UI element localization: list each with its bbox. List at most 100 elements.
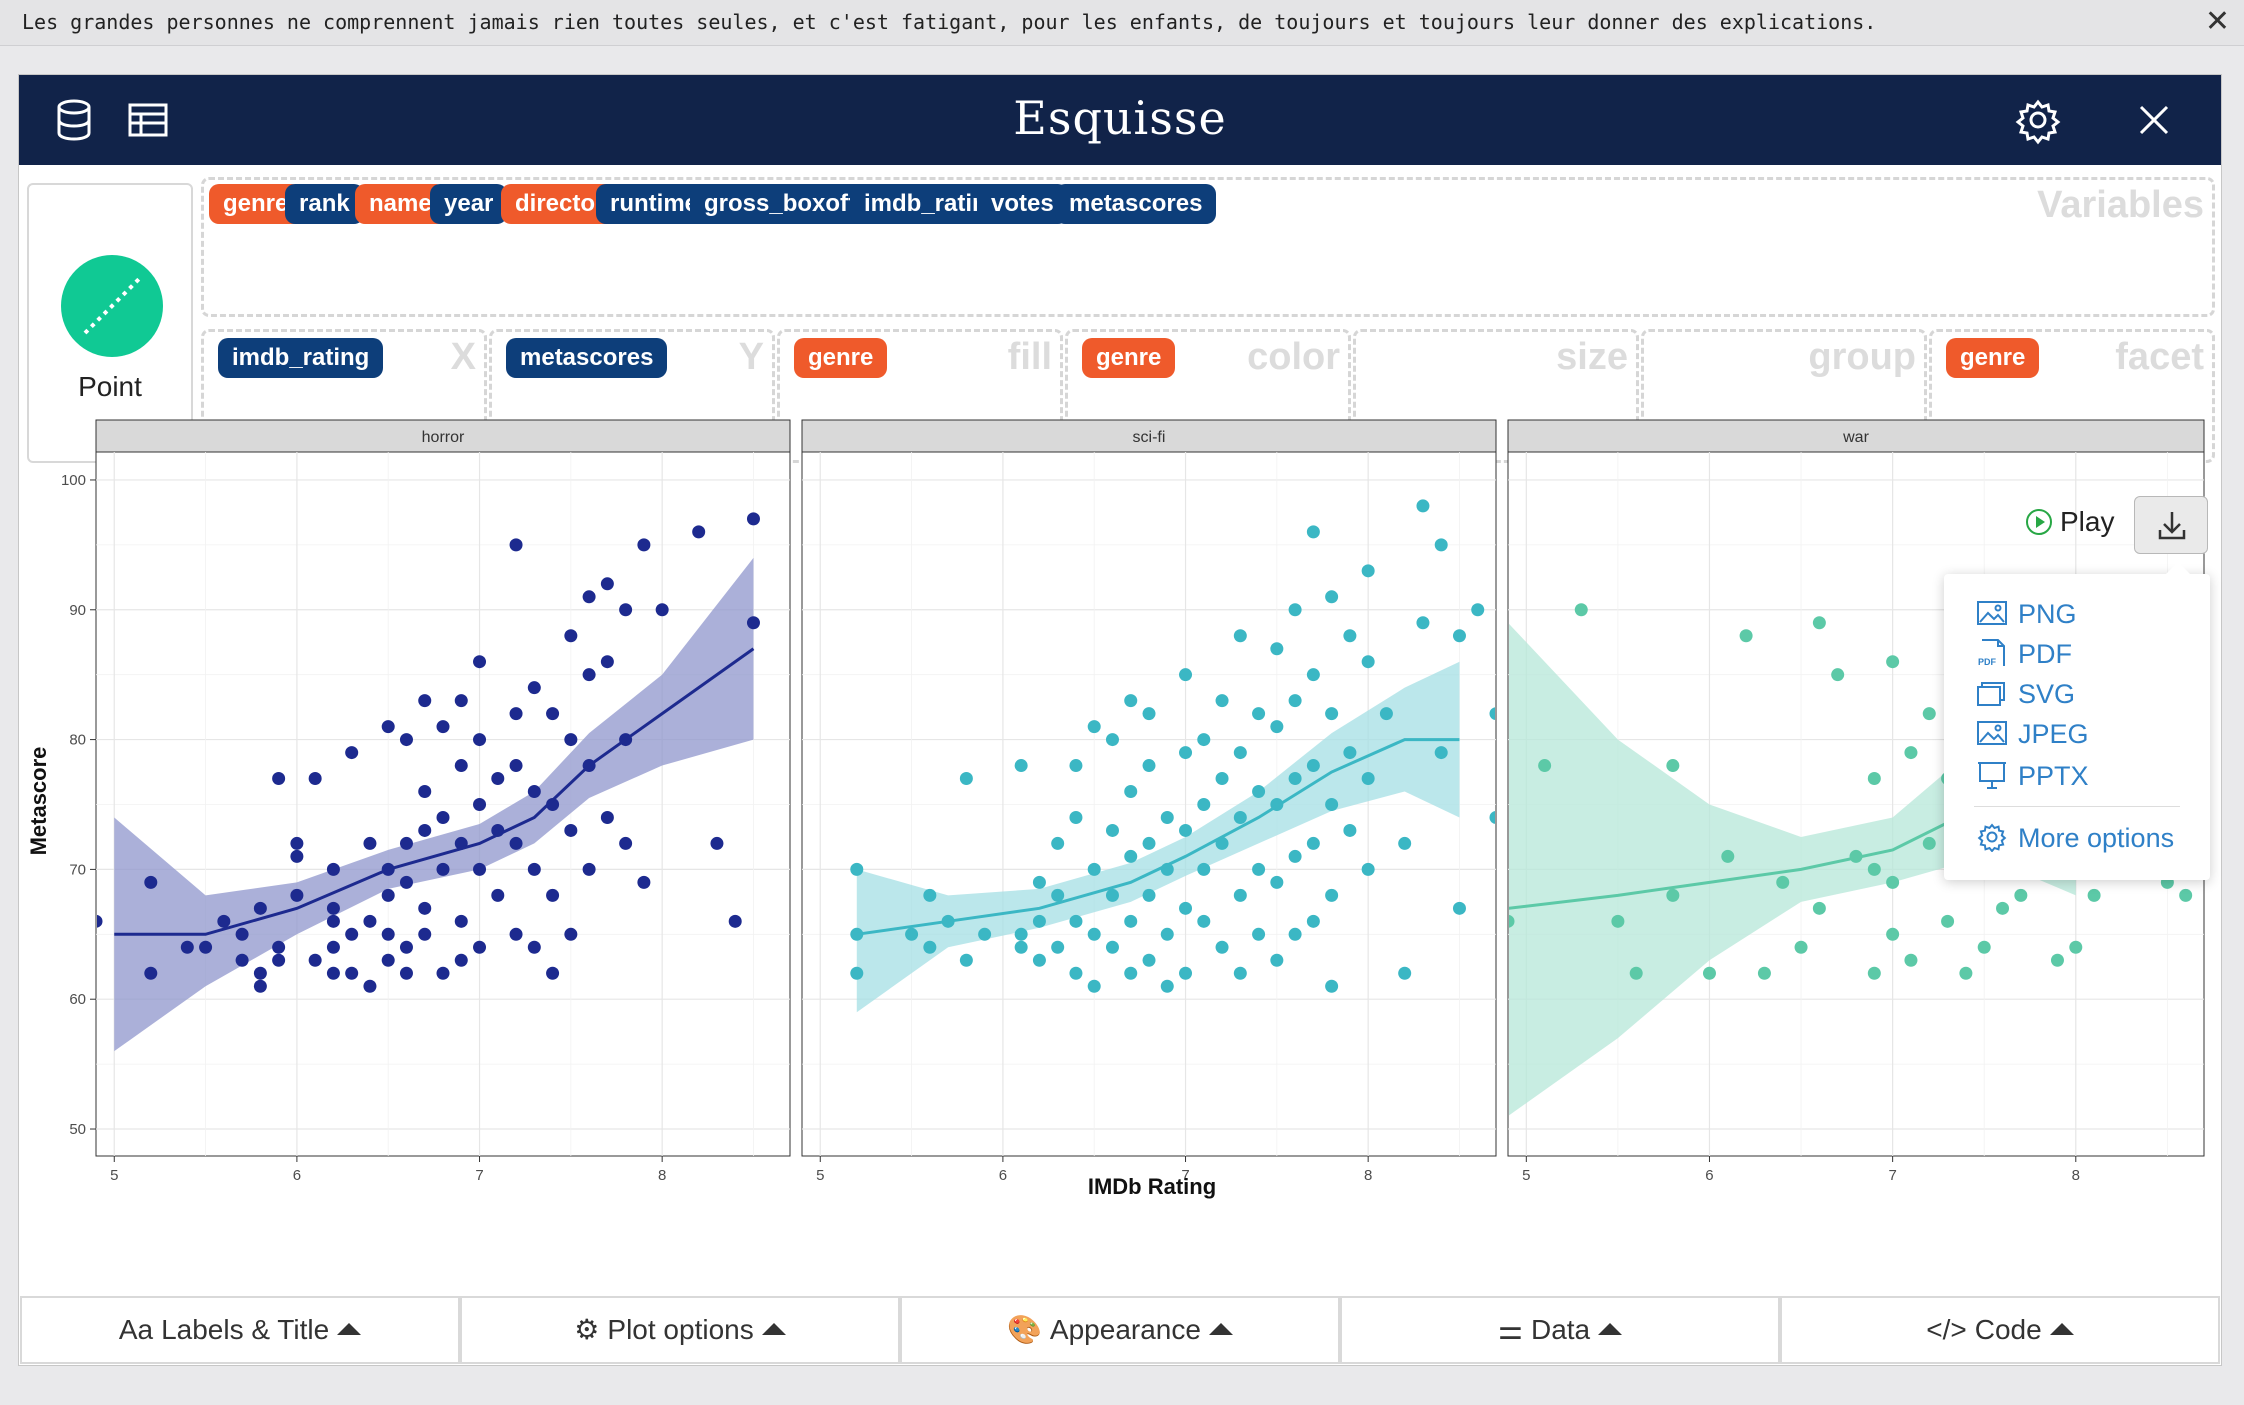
- variable-badge-votes[interactable]: votes: [977, 184, 1068, 224]
- data-point: [1142, 836, 1156, 850]
- data-point: [546, 888, 560, 902]
- data-point: [2014, 888, 2028, 902]
- toolbar-label: Labels & Title: [161, 1314, 330, 1345]
- facet-marks: [97, 512, 760, 1052]
- toolbar-labels-titlebutton[interactable]: Aa Labels & Title: [20, 1296, 460, 1364]
- data-point: [619, 603, 633, 617]
- toolbar-plot-optionsbutton[interactable]: ⚙ Plot options: [460, 1296, 900, 1364]
- play-button[interactable]: Play: [2026, 506, 2114, 546]
- toolbar-label: Appearance: [1049, 1314, 1201, 1345]
- banner-close-icon[interactable]: ✕: [2204, 4, 2230, 39]
- export-more-options[interactable]: More options: [1976, 822, 2174, 858]
- assigned-badge-color[interactable]: genre: [1082, 338, 1176, 378]
- data-point: [454, 953, 468, 967]
- data-point: [1032, 875, 1046, 889]
- data-point: [923, 888, 937, 902]
- export-button[interactable]: [2134, 496, 2208, 554]
- data-point: [509, 707, 523, 721]
- data-point: [345, 746, 359, 760]
- assigned-badge-fill[interactable]: genre: [794, 338, 888, 378]
- facet-strip: [801, 419, 1497, 453]
- export-pptx[interactable]: PPTX: [1976, 760, 2089, 796]
- gear-icon: ⚙: [574, 1314, 600, 1345]
- assigned-badge-X[interactable]: imdb_rating: [218, 338, 384, 378]
- assigned-badge-Y[interactable]: metascores: [506, 338, 668, 378]
- banner-message: Les grandes personnes ne comprennent jam…: [22, 10, 1877, 34]
- data-point: [1379, 707, 1393, 721]
- toolbar-appearancebutton[interactable]: 🎨 Appearance: [900, 1296, 1340, 1364]
- export-jpeg[interactable]: JPEG: [1976, 718, 2089, 754]
- export-svg[interactable]: SVG: [1976, 678, 2075, 714]
- notification-banner: Les grandes personnes ne comprennent jam…: [0, 0, 2244, 46]
- data-point: [1124, 785, 1138, 799]
- data-point: [1886, 655, 1900, 669]
- toolbar-codebutton[interactable]: </> Code: [1780, 1296, 2220, 1364]
- data-point: [1812, 901, 1826, 915]
- data-point: [1014, 940, 1028, 954]
- data-point: [1233, 966, 1247, 980]
- gear-icon[interactable]: [2013, 95, 2063, 145]
- toolbar-databutton[interactable]: ⚌ Data: [1340, 1296, 1780, 1364]
- data-point: [1252, 862, 1266, 876]
- data-point: [1574, 603, 1588, 617]
- export-menu: PNG PDF PDF SVG JPEG PPTX More options: [1944, 562, 2210, 880]
- export-png[interactable]: PNG: [1976, 598, 2077, 634]
- data-point: [1124, 966, 1138, 980]
- data-point: [564, 733, 578, 747]
- caret-up-icon: [337, 1323, 362, 1335]
- code-icon: </>: [1926, 1314, 1967, 1345]
- data-point: [1179, 901, 1193, 915]
- svg-text:PDF: PDF: [1978, 657, 1997, 667]
- assigned-badge-facet[interactable]: genre: [1946, 338, 2040, 378]
- data-point: [1160, 979, 1174, 993]
- database-icon[interactable]: [49, 95, 99, 145]
- data-point: [1069, 914, 1083, 928]
- data-point: [1233, 629, 1247, 643]
- data-point: [454, 914, 468, 928]
- data-point: [1233, 746, 1247, 760]
- close-icon[interactable]: [2129, 95, 2179, 145]
- data-point: [1306, 836, 1320, 850]
- variable-badge-director[interactable]: director: [501, 184, 619, 224]
- app-title: Esquisse: [1013, 91, 1227, 145]
- facet-marks: [1509, 577, 2193, 1116]
- data-point: [253, 979, 267, 993]
- data-point: [1179, 966, 1193, 980]
- data-point: [326, 966, 340, 980]
- data-point: [546, 966, 560, 980]
- data-point: [1538, 759, 1552, 773]
- data-point: [1252, 927, 1266, 941]
- data-point: [418, 901, 432, 915]
- data-point: [509, 759, 523, 773]
- variable-badge-metascores[interactable]: metascores: [1055, 184, 1217, 224]
- export-pdf[interactable]: PDF PDF: [1978, 639, 2072, 669]
- data-point: [1087, 862, 1101, 876]
- variable-badge-rank[interactable]: rank: [285, 184, 364, 224]
- data-point: [1306, 668, 1320, 682]
- data-point: [308, 772, 322, 786]
- data-point: [399, 875, 413, 889]
- data-point: [582, 590, 596, 604]
- variable-badge-year[interactable]: year: [430, 184, 508, 224]
- table-icon[interactable]: [123, 95, 173, 145]
- geom-selector[interactable]: Point: [27, 183, 193, 463]
- variables-dropzone[interactable]: Variables genre rank name year director runti…: [201, 177, 2215, 317]
- data-point: [363, 979, 377, 993]
- data-point: [600, 577, 614, 591]
- data-point: [1361, 772, 1375, 786]
- data-point: [1197, 862, 1211, 876]
- data-point: [217, 914, 231, 928]
- data-point: [345, 927, 359, 941]
- caret-up-icon: [1208, 1323, 1233, 1335]
- data-point: [1361, 862, 1375, 876]
- data-point: [454, 694, 468, 708]
- data-point: [199, 940, 213, 954]
- data-point: [850, 862, 864, 876]
- x-tick-label: 6: [293, 1167, 301, 1184]
- caret-up-icon: [761, 1323, 786, 1335]
- data-point: [1776, 875, 1790, 889]
- data-point: [564, 823, 578, 837]
- data-point: [1252, 785, 1266, 799]
- data-point: [1288, 694, 1302, 708]
- x-tick-label: 7: [475, 1167, 483, 1184]
